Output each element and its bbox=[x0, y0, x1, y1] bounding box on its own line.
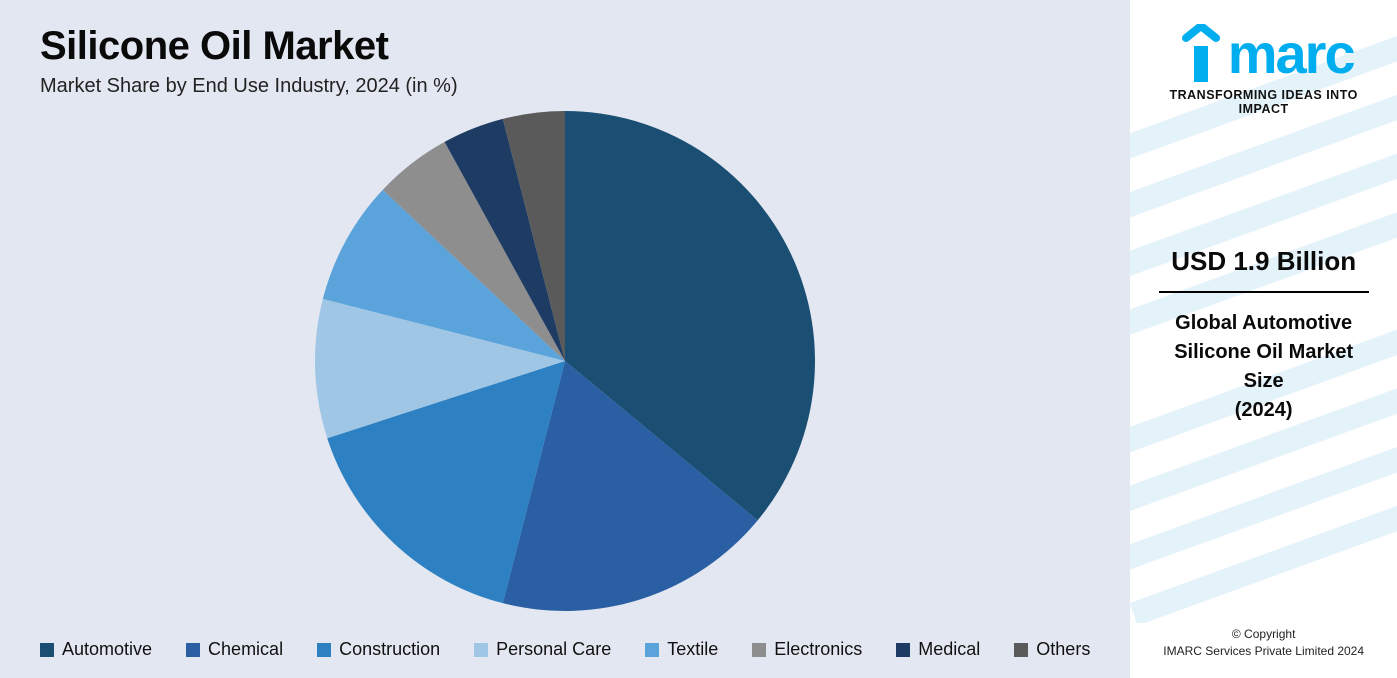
legend-item-others: Others bbox=[1014, 639, 1090, 660]
legend-label: Chemical bbox=[208, 639, 283, 660]
page-root: Silicone Oil Market Market Share by End … bbox=[0, 0, 1397, 678]
legend-label: Personal Care bbox=[496, 639, 611, 660]
legend-item-personal-care: Personal Care bbox=[474, 639, 611, 660]
logo-i-icon bbox=[1174, 24, 1228, 82]
logo-text: marc bbox=[1146, 24, 1381, 82]
legend-swatch bbox=[186, 643, 200, 657]
stat-value: USD 1.9 Billion bbox=[1146, 246, 1381, 277]
legend-label: Construction bbox=[339, 639, 440, 660]
copyright: © Copyright IMARC Services Private Limit… bbox=[1163, 626, 1364, 660]
legend-item-textile: Textile bbox=[645, 639, 718, 660]
copyright-line2: IMARC Services Private Limited 2024 bbox=[1163, 644, 1364, 658]
legend-item-medical: Medical bbox=[896, 639, 980, 660]
stat-label: Global Automotive Silicone Oil Market Si… bbox=[1146, 309, 1381, 425]
stat-label-line1: Global Automotive bbox=[1175, 312, 1352, 334]
stat-block: USD 1.9 Billion Global Automotive Silico… bbox=[1146, 246, 1381, 425]
legend-swatch bbox=[474, 643, 488, 657]
legend-label: Others bbox=[1036, 639, 1090, 660]
legend-swatch bbox=[1014, 643, 1028, 657]
stat-label-line4: (2024) bbox=[1235, 399, 1293, 421]
logo: marc TRANSFORMING IDEAS INTO IMPACT bbox=[1146, 24, 1381, 116]
legend-label: Automotive bbox=[62, 639, 152, 660]
legend-swatch bbox=[40, 643, 54, 657]
copyright-line1: © Copyright bbox=[1232, 627, 1296, 641]
side-panel: marc TRANSFORMING IDEAS INTO IMPACT USD … bbox=[1130, 0, 1397, 678]
legend-swatch bbox=[317, 643, 331, 657]
legend-label: Electronics bbox=[774, 639, 862, 660]
logo-rest-text: marc bbox=[1228, 26, 1354, 82]
stat-label-line2: Silicone Oil Market bbox=[1174, 341, 1353, 363]
logo-tagline: TRANSFORMING IDEAS INTO IMPACT bbox=[1146, 88, 1381, 116]
chart-legend: Automotive Chemical Construction Personal C… bbox=[40, 633, 1090, 662]
legend-item-construction: Construction bbox=[317, 639, 440, 660]
legend-item-chemical: Chemical bbox=[186, 639, 283, 660]
legend-swatch bbox=[645, 643, 659, 657]
chart-container bbox=[40, 88, 1090, 633]
legend-item-automotive: Automotive bbox=[40, 639, 152, 660]
legend-label: Medical bbox=[918, 639, 980, 660]
legend-swatch bbox=[752, 643, 766, 657]
legend-item-electronics: Electronics bbox=[752, 639, 862, 660]
main-panel: Silicone Oil Market Market Share by End … bbox=[0, 0, 1130, 678]
stat-rule bbox=[1159, 291, 1369, 293]
page-title: Silicone Oil Market bbox=[40, 24, 1090, 69]
stat-label-line3: Size bbox=[1244, 370, 1284, 392]
legend-swatch bbox=[896, 643, 910, 657]
legend-label: Textile bbox=[667, 639, 718, 660]
pie-chart bbox=[305, 101, 825, 621]
